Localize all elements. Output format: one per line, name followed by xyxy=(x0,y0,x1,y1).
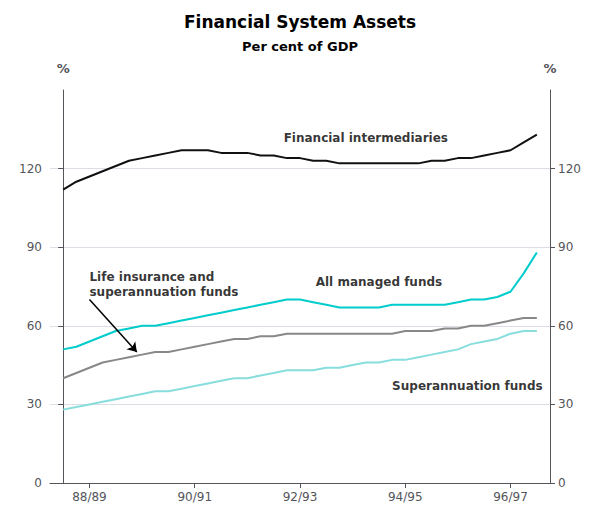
svg-text:Financial System Assets: Financial System Assets xyxy=(184,12,416,32)
svg-text:88/89: 88/89 xyxy=(72,490,107,504)
svg-text:96/97: 96/97 xyxy=(493,490,528,504)
svg-text:90: 90 xyxy=(27,240,42,254)
svg-text:120: 120 xyxy=(19,162,42,176)
svg-text:superannuation funds: superannuation funds xyxy=(89,285,238,299)
svg-text:Per cent of GDP: Per cent of GDP xyxy=(242,39,358,54)
svg-text:60: 60 xyxy=(558,319,573,333)
svg-text:30: 30 xyxy=(27,397,42,411)
svg-text:30: 30 xyxy=(558,397,573,411)
svg-text:All managed funds: All managed funds xyxy=(316,275,442,289)
svg-text:90/91: 90/91 xyxy=(177,490,212,504)
svg-text:%: % xyxy=(57,61,70,76)
svg-text:%: % xyxy=(543,61,556,76)
svg-text:94/95: 94/95 xyxy=(388,490,423,504)
svg-text:92/93: 92/93 xyxy=(283,490,318,504)
svg-text:60: 60 xyxy=(27,319,42,333)
svg-text:Financial intermediaries: Financial intermediaries xyxy=(284,131,448,145)
svg-text:90: 90 xyxy=(558,240,573,254)
svg-text:Superannuation funds: Superannuation funds xyxy=(392,379,543,393)
svg-text:120: 120 xyxy=(558,162,581,176)
svg-text:Life insurance and: Life insurance and xyxy=(89,270,214,284)
svg-text:0: 0 xyxy=(558,476,566,490)
svg-text:0: 0 xyxy=(34,476,42,490)
